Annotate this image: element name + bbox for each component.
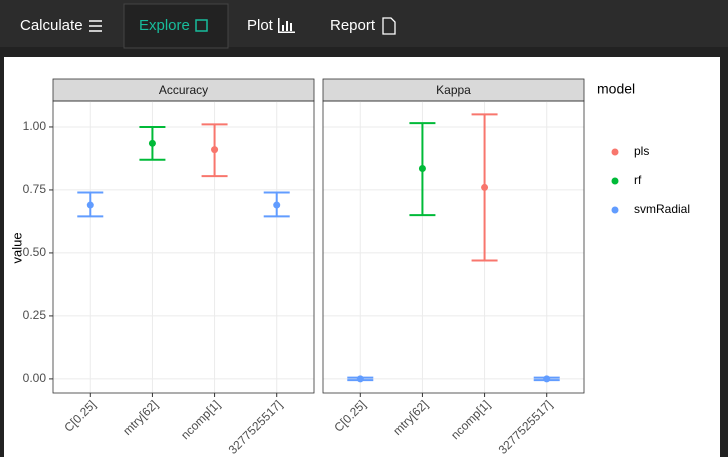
legend-label: svmRadial — [634, 202, 690, 216]
tab-label[interactable]: Explore — [139, 17, 190, 34]
panel-border — [52, 100, 315, 394]
point — [211, 146, 219, 154]
plot-area — [4, 57, 720, 457]
point — [148, 139, 156, 147]
point — [356, 375, 364, 383]
tab[interactable]: Explore — [139, 17, 208, 34]
tab[interactable]: Plot — [247, 17, 295, 34]
tab[interactable]: Calculate — [20, 17, 102, 34]
sliders-icon — [89, 20, 102, 32]
panel-border — [322, 100, 585, 394]
y-tick-label: 0.00 — [23, 371, 47, 385]
tab[interactable]: Report — [330, 17, 396, 35]
legend-title: model — [597, 81, 635, 97]
active-tab — [123, 3, 229, 49]
tab-label[interactable]: Plot — [247, 17, 274, 34]
right-edge — [720, 47, 728, 457]
y-tick-label: 0.25 — [23, 308, 47, 322]
navbar — [0, 0, 728, 47]
y-tick-label: 0.50 — [23, 245, 47, 259]
y-tick-label: 0.75 — [23, 182, 47, 196]
point — [543, 375, 551, 383]
legend-key — [611, 148, 619, 156]
file-icon — [382, 17, 396, 35]
bar-icon — [278, 18, 295, 33]
legend-label: rf — [634, 173, 642, 187]
y-axis-title: value — [9, 232, 24, 263]
edit-icon — [195, 19, 208, 32]
point — [418, 165, 426, 173]
legend-key — [611, 206, 619, 214]
tab-label[interactable]: Report — [330, 17, 376, 34]
tab-label[interactable]: Calculate — [20, 17, 83, 34]
legend-label: pls — [634, 144, 649, 158]
y-tick-label: 1.00 — [23, 119, 47, 133]
panel-title: Accuracy — [159, 83, 208, 97]
panel-title: Kappa — [436, 83, 471, 97]
legend-key — [611, 177, 619, 185]
point — [273, 201, 281, 209]
point — [86, 201, 94, 209]
point — [481, 183, 489, 191]
